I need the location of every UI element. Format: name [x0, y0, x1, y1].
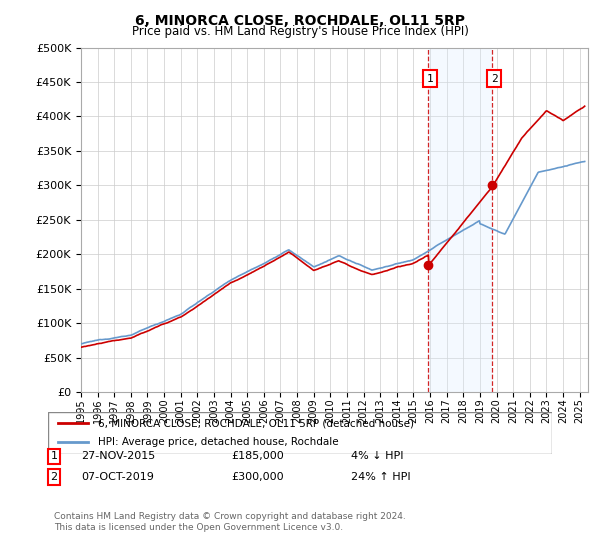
Text: HPI: Average price, detached house, Rochdale: HPI: Average price, detached house, Roch… — [98, 437, 339, 447]
Text: 2: 2 — [491, 73, 497, 83]
Text: 1: 1 — [50, 451, 58, 461]
Text: 24% ↑ HPI: 24% ↑ HPI — [351, 472, 410, 482]
Text: 6, MINORCA CLOSE, ROCHDALE, OL11 5RP (detached house): 6, MINORCA CLOSE, ROCHDALE, OL11 5RP (de… — [98, 418, 415, 428]
Text: Price paid vs. HM Land Registry's House Price Index (HPI): Price paid vs. HM Land Registry's House … — [131, 25, 469, 38]
Bar — [428, 48, 493, 392]
Text: 27-NOV-2015: 27-NOV-2015 — [81, 451, 155, 461]
Text: Contains HM Land Registry data © Crown copyright and database right 2024.
This d: Contains HM Land Registry data © Crown c… — [54, 512, 406, 532]
Text: £185,000: £185,000 — [231, 451, 284, 461]
Text: 6, MINORCA CLOSE, ROCHDALE, OL11 5RP: 6, MINORCA CLOSE, ROCHDALE, OL11 5RP — [135, 14, 465, 28]
Text: 1: 1 — [427, 73, 433, 83]
Text: 4% ↓ HPI: 4% ↓ HPI — [351, 451, 404, 461]
Text: 2: 2 — [50, 472, 58, 482]
Text: £300,000: £300,000 — [231, 472, 284, 482]
Text: 07-OCT-2019: 07-OCT-2019 — [81, 472, 154, 482]
